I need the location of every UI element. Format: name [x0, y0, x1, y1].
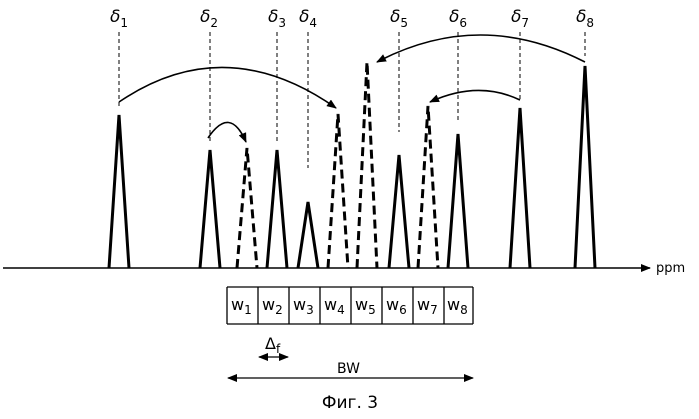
- peak-1: [109, 115, 129, 268]
- window-label-2: w2: [262, 295, 283, 317]
- window-label-1: w1: [231, 295, 252, 317]
- peak-3: [267, 150, 287, 268]
- shifted-peak-w4: [328, 114, 348, 268]
- peak-7: [510, 108, 530, 268]
- shift-arrow-delta2: [208, 122, 246, 142]
- delta-label-4: δ4: [299, 7, 317, 30]
- shifted-peaks: [237, 62, 438, 268]
- shift-arrow-delta1: [119, 67, 336, 108]
- delta-label-2: δ2: [200, 7, 218, 30]
- window-label-3: w3: [293, 295, 314, 317]
- frequency-axis: ppm: [3, 261, 685, 276]
- shifted-peak-w2: [237, 148, 257, 268]
- delta-label-8: δ8: [576, 7, 594, 30]
- window-label-5: w5: [355, 295, 376, 317]
- delta-label-5: δ5: [390, 7, 408, 30]
- shift-arrow-delta7: [430, 90, 520, 102]
- delta-labels: δ1 δ2 δ3 δ4 δ5 δ6 δ7 δ8: [110, 7, 594, 30]
- shift-arrow-delta8: [377, 35, 585, 62]
- bw-label: BW: [337, 361, 360, 377]
- delta-f-label: Δf: [265, 334, 281, 356]
- figure-caption: Фиг. 3: [322, 393, 378, 413]
- shift-arrows: [119, 35, 585, 142]
- delta-guide-lines: [119, 32, 585, 168]
- delta-label-3: δ3: [268, 7, 286, 30]
- peak-4: [298, 202, 318, 268]
- window-label-6: w6: [386, 295, 407, 317]
- delta-label-1: δ1: [110, 7, 128, 30]
- shifted-peak-w5: [357, 62, 377, 268]
- peak-8: [575, 66, 595, 268]
- bw-dimension: BW: [228, 361, 473, 378]
- delta-label-7: δ7: [511, 7, 529, 30]
- peak-6: [448, 134, 468, 268]
- window-label-7: w7: [417, 295, 438, 317]
- delta-f-dimension: Δf: [259, 334, 288, 357]
- solid-peaks: [109, 66, 595, 268]
- peak-5: [389, 155, 409, 268]
- window-label-4: w4: [324, 295, 345, 317]
- delta-label-6: δ6: [449, 7, 467, 30]
- axis-label-ppm: ppm: [656, 261, 685, 276]
- shifted-peak-w7: [418, 106, 438, 268]
- window-labels: w1 w2 w3 w4 w5 w6 w7 w8: [231, 295, 468, 317]
- window-label-8: w8: [447, 295, 468, 317]
- peak-2: [200, 150, 220, 268]
